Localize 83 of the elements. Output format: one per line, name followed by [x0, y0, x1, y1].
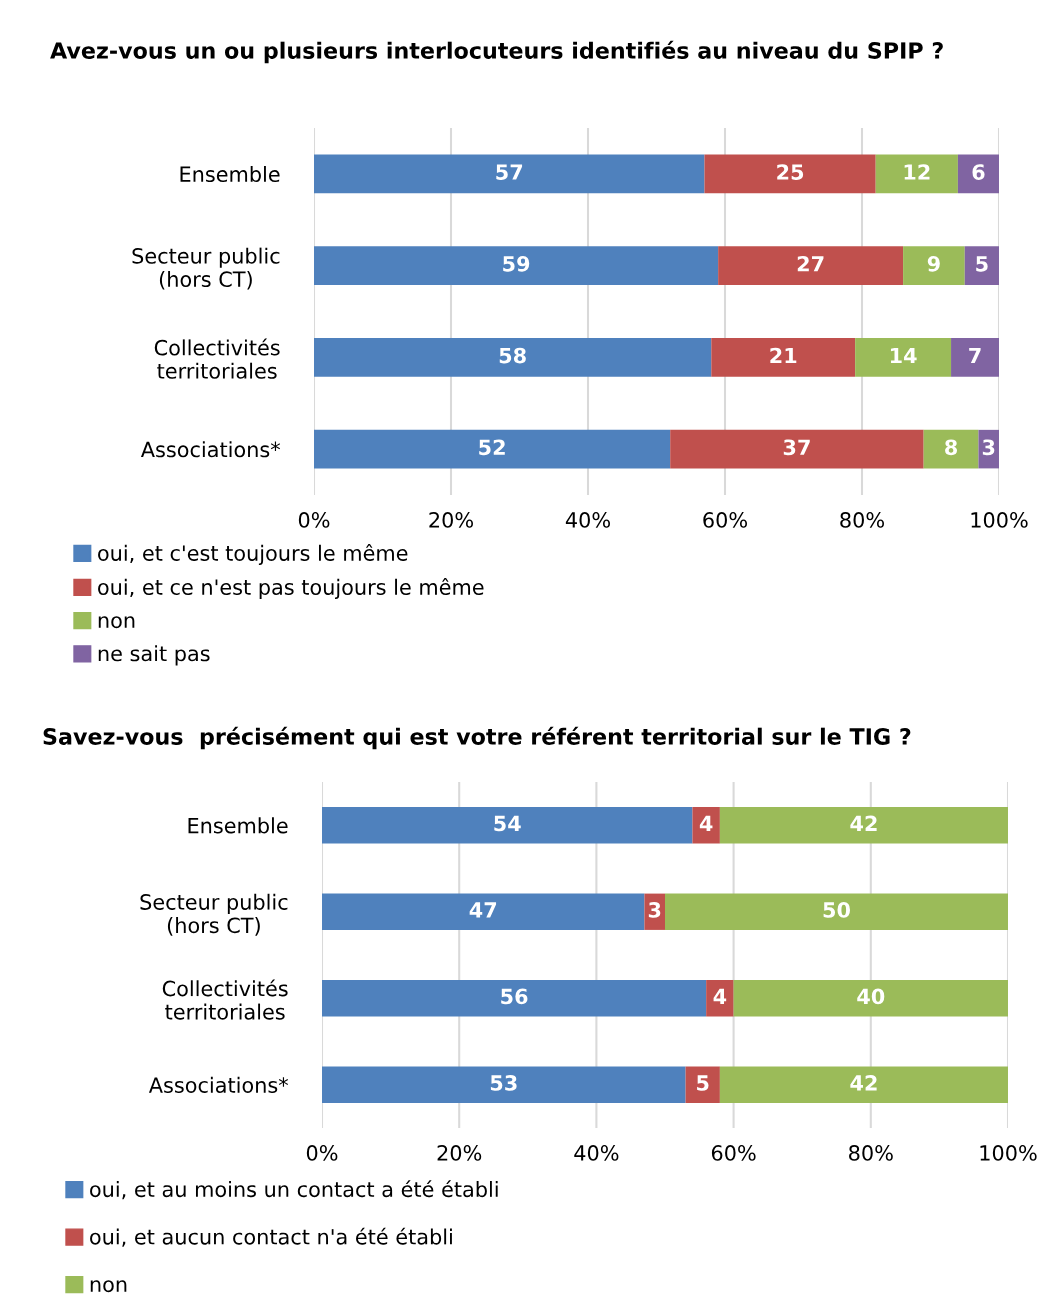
bar [322, 980, 707, 1017]
data-label: 54 [494, 815, 521, 832]
bar [711, 338, 856, 377]
y-tick-label: Ensemble [188, 817, 288, 834]
legend-label: non [90, 1280, 127, 1293]
y-tick-label: Associations* [148, 1076, 289, 1093]
bar [951, 338, 999, 377]
bar [692, 807, 720, 844]
y-tick-label: Collectivités territoriales [154, 338, 280, 379]
data-label: 6 [972, 164, 985, 180]
x-tick-label: 80% [849, 1145, 893, 1161]
data-label: 58 [499, 347, 526, 364]
bar [704, 154, 876, 194]
data-label: 40 [857, 988, 885, 1005]
data-label: 53 [490, 1075, 517, 1091]
x-tick-label: 40% [574, 1145, 619, 1161]
data-label: 5 [976, 256, 988, 272]
bar [314, 338, 712, 377]
x-tick-label: 100% [971, 512, 1028, 528]
bar [314, 246, 719, 285]
data-label: 27 [797, 255, 824, 272]
chart-title: Avez-vous un ou plusieurs interlocuteurs identifiés au niveau du SPIP ? [50, 40, 943, 64]
bar [322, 1066, 686, 1103]
data-label: 4 [699, 815, 713, 831]
data-label: 7 [969, 347, 981, 364]
bar [322, 893, 645, 930]
x-tick-label: 100% [980, 1145, 1037, 1161]
bar [706, 980, 734, 1017]
bar [964, 246, 999, 285]
data-label: 52 [479, 439, 505, 456]
data-label: 59 [503, 255, 530, 272]
x-tick-label: 0% [306, 1145, 338, 1161]
bar [733, 980, 1008, 1017]
data-label: 14 [890, 347, 917, 364]
bar [665, 893, 1008, 930]
bar [685, 1066, 720, 1103]
data-label: 47 [469, 902, 497, 918]
y-tick-label: Collectivités territoriales [162, 979, 288, 1020]
data-label: 56 [501, 988, 528, 1005]
x-tick-label: 20% [437, 1145, 482, 1161]
x-tick-label: 40% [565, 512, 610, 528]
bar [855, 338, 952, 377]
data-label: 3 [982, 439, 995, 456]
legend-label: ne sait pas [98, 645, 210, 666]
x-tick-label: 20% [429, 512, 473, 528]
bar [957, 154, 999, 194]
bar [719, 807, 1008, 844]
bar [903, 246, 965, 285]
y-tick-label: Secteur public (hors CT) [132, 247, 280, 290]
data-label: 5 [697, 1075, 709, 1091]
x-tick-label: 0% [298, 512, 330, 528]
bar [923, 429, 979, 469]
bar [314, 154, 705, 194]
data-label: 25 [777, 164, 804, 180]
chart-title: Savez-vous précisément qui est votre référent territorial sur le TIG ? [43, 726, 911, 750]
bar [875, 154, 958, 194]
bar [670, 429, 924, 469]
x-tick-label: 80% [840, 512, 884, 528]
data-label: 21 [770, 347, 797, 364]
y-tick-label: Associations* [140, 441, 281, 458]
legend-label: oui, et au moins un contact a été établi [90, 1180, 498, 1200]
y-tick-label: Secteur public (hors CT) [140, 893, 288, 936]
legend-label: non [98, 616, 135, 629]
bar [314, 429, 671, 469]
bar [718, 246, 904, 285]
legend-label: oui, et ce n'est pas toujours le même [98, 578, 484, 600]
x-tick-label: 60% [703, 512, 747, 528]
data-label: 37 [783, 439, 810, 456]
x-tick-label: 60% [711, 1145, 756, 1161]
data-label: 3 [648, 902, 661, 918]
data-label: 4 [713, 988, 727, 1004]
data-label: 12 [904, 164, 930, 180]
data-label: 9 [927, 255, 940, 272]
y-tick-label: Ensemble [180, 165, 280, 183]
data-label: 57 [496, 164, 523, 180]
legend-label: oui, et c'est toujours le même [98, 544, 408, 565]
data-label: 42 [850, 1075, 877, 1091]
data-label: 42 [850, 815, 877, 831]
bar [322, 807, 693, 844]
bar [719, 1066, 1008, 1103]
data-label: 50 [823, 902, 850, 918]
data-label: 8 [945, 439, 958, 456]
legend-label: oui, et aucun contact n'a été établi [90, 1227, 452, 1247]
